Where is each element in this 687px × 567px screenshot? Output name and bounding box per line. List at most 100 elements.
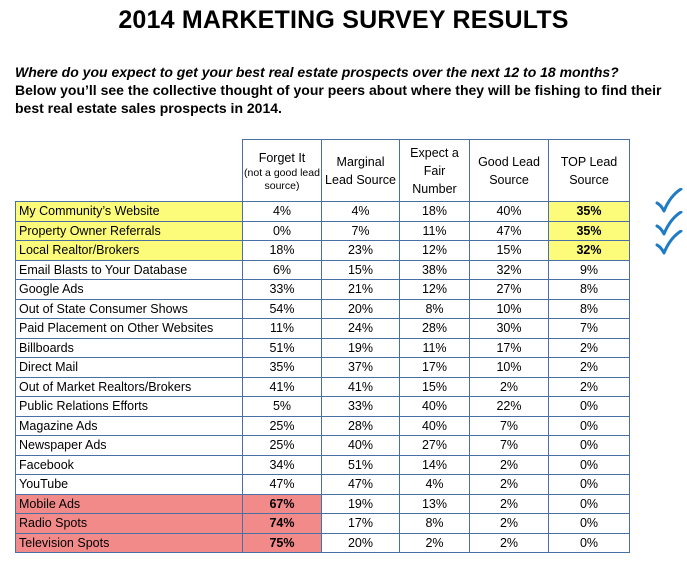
cell-marginal: 24% [321,318,400,339]
row-label: My Community’s Website [15,201,243,222]
table-row: My Community’s Website 4% 4% 18% 40% 35% [15,201,630,222]
row-label: Billboards [15,337,243,358]
cell-top: 0% [548,474,630,495]
cell-good: 2% [469,376,549,397]
cell-fair: 11% [399,220,470,241]
row-label: Facebook [15,454,243,475]
checkmark-icon [655,188,683,213]
table-row: Property Owner Referrals 0% 7% 11% 47% 35% [15,220,630,241]
header-marginal: Marginal Lead Source [321,139,400,202]
cell-marginal: 51% [321,454,400,475]
cell-forget: 51% [242,337,322,358]
cell-forget: 5% [242,396,322,417]
cell-good: 2% [469,493,549,514]
cell-marginal: 20% [321,532,400,553]
cell-top: 8% [548,279,630,300]
header-forget-it: Forget It (not a good lead source) [242,139,322,202]
cell-good: 10% [469,298,549,319]
cell-forget: 18% [242,240,322,261]
cell-good: 2% [469,513,549,534]
table-row: Newspaper Ads 25% 40% 27% 7% 0% [15,435,630,456]
cell-forget: 74% [242,513,322,534]
page-title: 2014 MARKETING SURVEY RESULTS [118,6,569,34]
header-forget-it-note: (not a good lead source) [244,166,320,192]
cell-marginal: 17% [321,513,400,534]
cell-marginal: 37% [321,357,400,378]
row-label: YouTube [15,474,243,495]
cell-forget: 34% [242,454,322,475]
survey-results-table: Forget It (not a good lead source) Margi… [15,139,630,553]
cell-forget: 11% [242,318,322,339]
cell-fair: 2% [399,532,470,553]
survey-intro: Below you’ll see the collective thought … [15,82,662,116]
cell-top: 2% [548,376,630,397]
cell-marginal: 19% [321,337,400,358]
cell-top: 0% [548,532,630,553]
table-row: Television Spots 75% 20% 2% 2% 0% [15,532,630,553]
table-row: Local Realtor/Brokers 18% 23% 12% 15% 32% [15,240,630,261]
row-label: Direct Mail [15,357,243,378]
cell-marginal: 40% [321,435,400,456]
cell-forget: 0% [242,220,322,241]
cell-marginal: 15% [321,259,400,280]
cell-fair: 18% [399,201,470,222]
cell-fair: 8% [399,513,470,534]
cell-forget: 35% [242,357,322,378]
cell-fair: 8% [399,298,470,319]
header-fair: Expect a Fair Number [399,139,470,202]
row-label: Google Ads [15,279,243,300]
cell-fair: 14% [399,454,470,475]
cell-fair: 27% [399,435,470,456]
cell-marginal: 4% [321,201,400,222]
cell-marginal: 41% [321,376,400,397]
cell-forget: 4% [242,201,322,222]
cell-top: 7% [548,318,630,339]
table-row: Radio Spots 74% 17% 8% 2% 0% [15,513,630,534]
header-good: Good Lead Source [469,139,549,202]
cell-top: 8% [548,298,630,319]
row-label: Mobile Ads [15,493,243,514]
cell-fair: 4% [399,474,470,495]
cell-good: 32% [469,259,549,280]
header-forget-it-label: Forget It [258,150,306,165]
table-row: Direct Mail 35% 37% 17% 10% 2% [15,357,630,378]
cell-forget: 54% [242,298,322,319]
cell-fair: 13% [399,493,470,514]
table-row: Out of State Consumer Shows 54% 20% 8% 10% 8% [15,298,630,319]
cell-forget: 33% [242,279,322,300]
cell-marginal: 23% [321,240,400,261]
cell-forget: 47% [242,474,322,495]
cell-good: 10% [469,357,549,378]
cell-good: 27% [469,279,549,300]
cell-top: 35% [548,220,630,241]
cell-good: 7% [469,435,549,456]
cell-marginal: 21% [321,279,400,300]
row-label: Newspaper Ads [15,435,243,456]
table-row: Facebook 34% 51% 14% 2% 0% [15,454,630,475]
cell-good: 17% [469,337,549,358]
row-label: Email Blasts to Your Database [15,259,243,280]
table-row: Email Blasts to Your Database 6% 15% 38% 32%… [15,259,630,280]
row-label: Property Owner Referrals [15,220,243,241]
cell-good: 15% [469,240,549,261]
cell-top: 2% [548,337,630,358]
cell-marginal: 47% [321,474,400,495]
row-label: Out of Market Realtors/Brokers [15,376,243,397]
table-row: Billboards 51% 19% 11% 17% 2% [15,337,630,358]
cell-marginal: 28% [321,415,400,436]
cell-top: 0% [548,396,630,417]
cell-top: 0% [548,454,630,475]
cell-forget: 25% [242,415,322,436]
table-row: YouTube 47% 47% 4% 2% 0% [15,474,630,495]
cell-fair: 15% [399,376,470,397]
cell-good: 7% [469,415,549,436]
cell-marginal: 7% [321,220,400,241]
cell-fair: 28% [399,318,470,339]
cell-good: 2% [469,474,549,495]
checkmark-icon [655,211,683,236]
cell-top: 0% [548,513,630,534]
cell-forget: 25% [242,435,322,456]
cell-fair: 38% [399,259,470,280]
cell-good: 30% [469,318,549,339]
row-label: Television Spots [15,532,243,553]
